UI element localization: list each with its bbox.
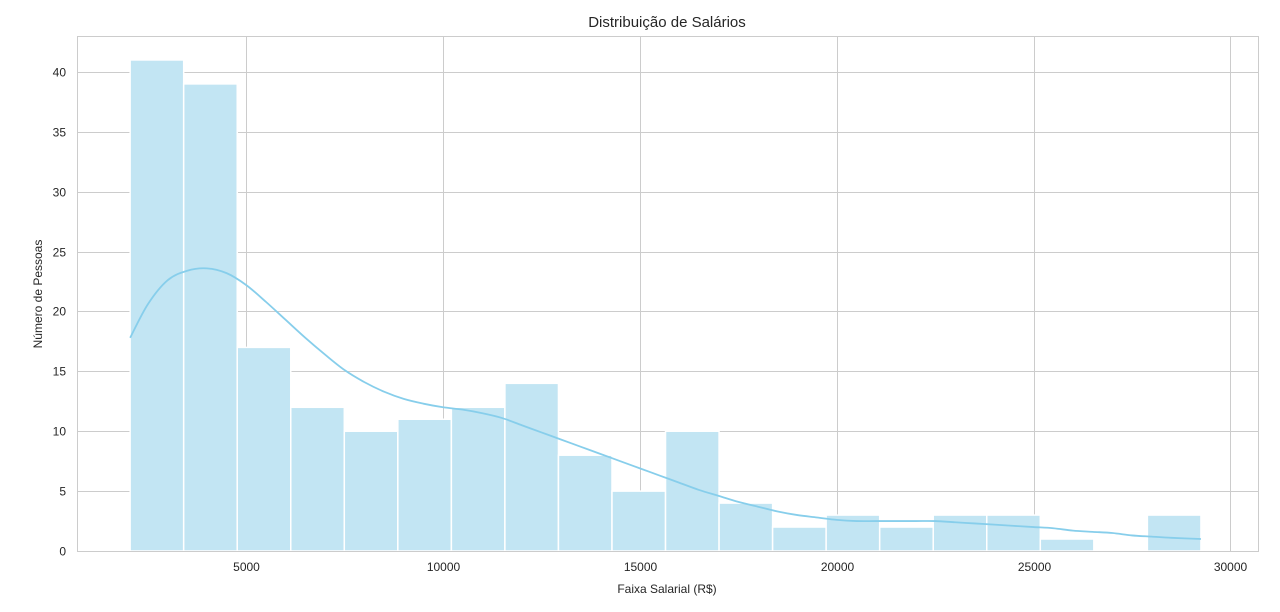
y-tick-label: 35 (53, 126, 67, 140)
kde-layer (129, 267, 1201, 540)
histogram-bar (236, 346, 292, 552)
histogram-bar (1039, 538, 1095, 552)
x-tick-label: 10000 (427, 560, 461, 574)
x-tick-label: 20000 (821, 560, 855, 574)
ticks-layer: 5000 10000 15000 20000 25000 30000 0 5 10 15 20 25 3… (53, 66, 1248, 575)
y-tick-label: 30 (53, 186, 67, 200)
plot-frame (77, 36, 1259, 552)
chart-title: Distribuição de Salários (588, 14, 746, 31)
kde-density-line (129, 267, 1201, 540)
y-axis-label: Número de Pessoas (31, 240, 45, 349)
y-tick-label: 40 (53, 66, 67, 80)
y-tick-label: 5 (59, 485, 66, 499)
y-tick-label: 10 (53, 425, 67, 439)
x-tick-label: 5000 (233, 560, 260, 574)
histogram-bar (1146, 514, 1202, 552)
x-tick-label: 30000 (1214, 560, 1248, 574)
bars-layer (129, 59, 1202, 552)
x-axis-label: Faixa Salarial (R$) (617, 582, 716, 596)
histogram-bar (290, 406, 346, 552)
y-tick-label: 15 (53, 365, 67, 379)
y-tick-label: 20 (53, 305, 67, 319)
histogram-bar (182, 83, 238, 552)
x-tick-label: 15000 (624, 560, 658, 574)
histogram-bar (771, 526, 827, 552)
histogram-bar (718, 502, 774, 552)
histogram-bar (397, 418, 453, 552)
histogram-bar (129, 59, 185, 552)
histogram-bar (664, 430, 720, 552)
y-tick-label: 0 (59, 545, 66, 559)
histogram-bar (611, 490, 667, 552)
grid-layer (77, 36, 1258, 551)
histogram-bar (557, 454, 613, 552)
histogram-bar (504, 382, 560, 552)
y-tick-label: 25 (53, 246, 67, 260)
histogram-bar (450, 406, 506, 552)
histogram-bar (878, 526, 934, 552)
x-tick-label: 25000 (1018, 560, 1052, 574)
histogram-bar (986, 514, 1042, 552)
histogram-bar (343, 430, 399, 552)
